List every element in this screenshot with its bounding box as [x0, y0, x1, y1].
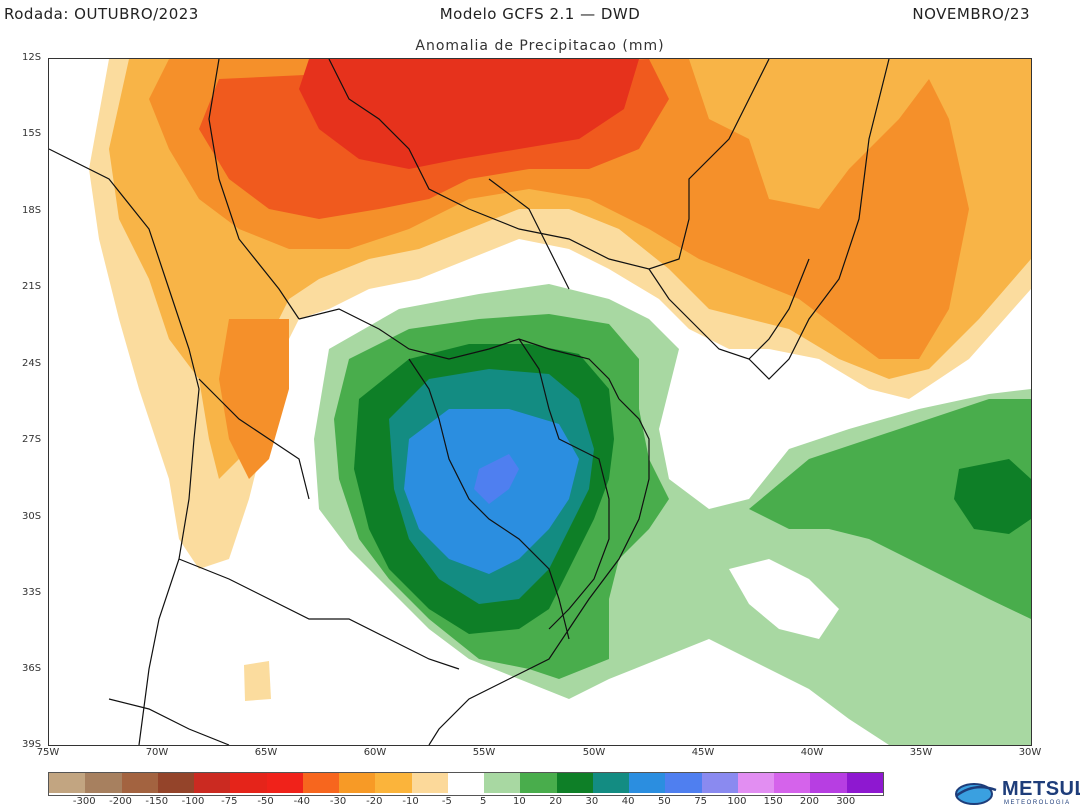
lat-label-30s: 30S	[22, 511, 42, 522]
lon-label-35w: 35W	[909, 747, 933, 758]
lat-label-21s: 21S	[22, 281, 42, 292]
legend-label: 300	[836, 796, 856, 807]
lat-label-15s: 15S	[22, 128, 42, 139]
legend-swatch	[49, 773, 86, 793]
legend-swatch	[774, 773, 811, 793]
field-white-hole	[729, 559, 839, 639]
legend-swatch	[121, 773, 158, 793]
precipitation-anomaly-map	[48, 58, 1032, 746]
legend-label: 100	[727, 796, 747, 807]
legend-label: -40	[293, 796, 310, 807]
lon-label-60w: 60W	[363, 747, 387, 758]
map-borders	[49, 59, 890, 745]
legend-swatch	[411, 773, 448, 793]
lat-label-24s: 24S	[22, 358, 42, 369]
map-canvas	[49, 59, 1031, 745]
legend-label: -20	[366, 796, 383, 807]
legend-label: 75	[694, 796, 708, 807]
metsul-logo: METSUL METEOROLOGIA	[952, 774, 1080, 810]
lon-label-30w: 30W	[1018, 747, 1042, 758]
legend-swatch	[85, 773, 122, 793]
lon-label-75w: 75W	[36, 747, 60, 758]
legend-label: 150	[763, 796, 783, 807]
field-wet-south-peak	[474, 454, 519, 504]
legend-swatch	[629, 773, 666, 793]
lat-label-12s: 12S	[22, 52, 42, 63]
legend-label: 5	[479, 796, 487, 807]
logo-tagline: METEOROLOGIA	[1004, 800, 1071, 806]
lat-label-36s: 36S	[22, 663, 42, 674]
legend-label: -5	[441, 796, 452, 807]
legend-swatch	[194, 773, 231, 793]
legend-label: -50	[257, 796, 274, 807]
lat-label-27s: 27S	[22, 434, 42, 445]
lat-label-33s: 33S	[22, 587, 42, 598]
field-dry-core-extreme	[299, 59, 639, 169]
legend-label: -30	[329, 796, 347, 807]
legend-label: -100	[181, 796, 205, 807]
map-subtitle: Anomalia de Precipitacao (mm)	[415, 38, 665, 54]
legend-swatch	[701, 773, 738, 793]
legend-swatch	[665, 773, 702, 793]
legend-label: 50	[658, 796, 671, 807]
legend-label: -75	[221, 796, 238, 807]
lon-label-55w: 55W	[472, 747, 496, 758]
legend-swatch	[157, 773, 194, 793]
legend-swatch	[846, 773, 883, 793]
lat-label-18s: 18S	[22, 205, 42, 216]
legend-label: 200	[799, 796, 820, 807]
legend-swatch	[556, 773, 593, 793]
legend-swatch	[737, 773, 774, 793]
legend-swatch	[447, 773, 484, 793]
model-title: Modelo GCFS 2.1 — DWD	[439, 5, 641, 23]
legend-swatch	[339, 773, 376, 793]
lat-label-39s: 39S	[22, 739, 42, 750]
lon-label-50w: 50W	[582, 747, 606, 758]
legend-swatch	[592, 773, 629, 793]
run-label: Rodada: OUTUBRO/2023	[4, 5, 199, 23]
lon-label-65w: 65W	[254, 747, 278, 758]
logo-name: METSUL	[1002, 778, 1080, 800]
lon-label-45w: 45W	[691, 747, 715, 758]
legend-label: -300	[72, 796, 96, 807]
field-dry-west-lobe	[219, 319, 289, 479]
legend-label: 20	[549, 796, 563, 807]
globe-icon	[955, 783, 997, 805]
lon-label-70w: 70W	[145, 747, 169, 758]
legend-swatch	[484, 773, 521, 793]
legend-swatch	[520, 773, 557, 793]
legend-label: 10	[513, 796, 526, 807]
lon-label-40w: 40W	[800, 747, 824, 758]
target-month: NOVEMBRO/23	[912, 5, 1030, 23]
field-dry-small-south	[244, 661, 271, 701]
legend-label: -10	[402, 796, 419, 807]
legend-label: -200	[109, 796, 132, 807]
legend-label: 30	[585, 796, 599, 807]
field-wet-east-strong	[954, 459, 1031, 534]
legend-swatch	[375, 773, 412, 793]
color-legend	[48, 772, 884, 796]
legend-swatch	[230, 773, 267, 793]
legend-swatch	[302, 773, 339, 793]
legend-swatch	[810, 773, 847, 793]
legend-label: -150	[145, 796, 169, 807]
field-wet-east-core	[749, 399, 1031, 619]
legend-label: 40	[621, 796, 635, 807]
legend-swatch	[266, 773, 303, 793]
